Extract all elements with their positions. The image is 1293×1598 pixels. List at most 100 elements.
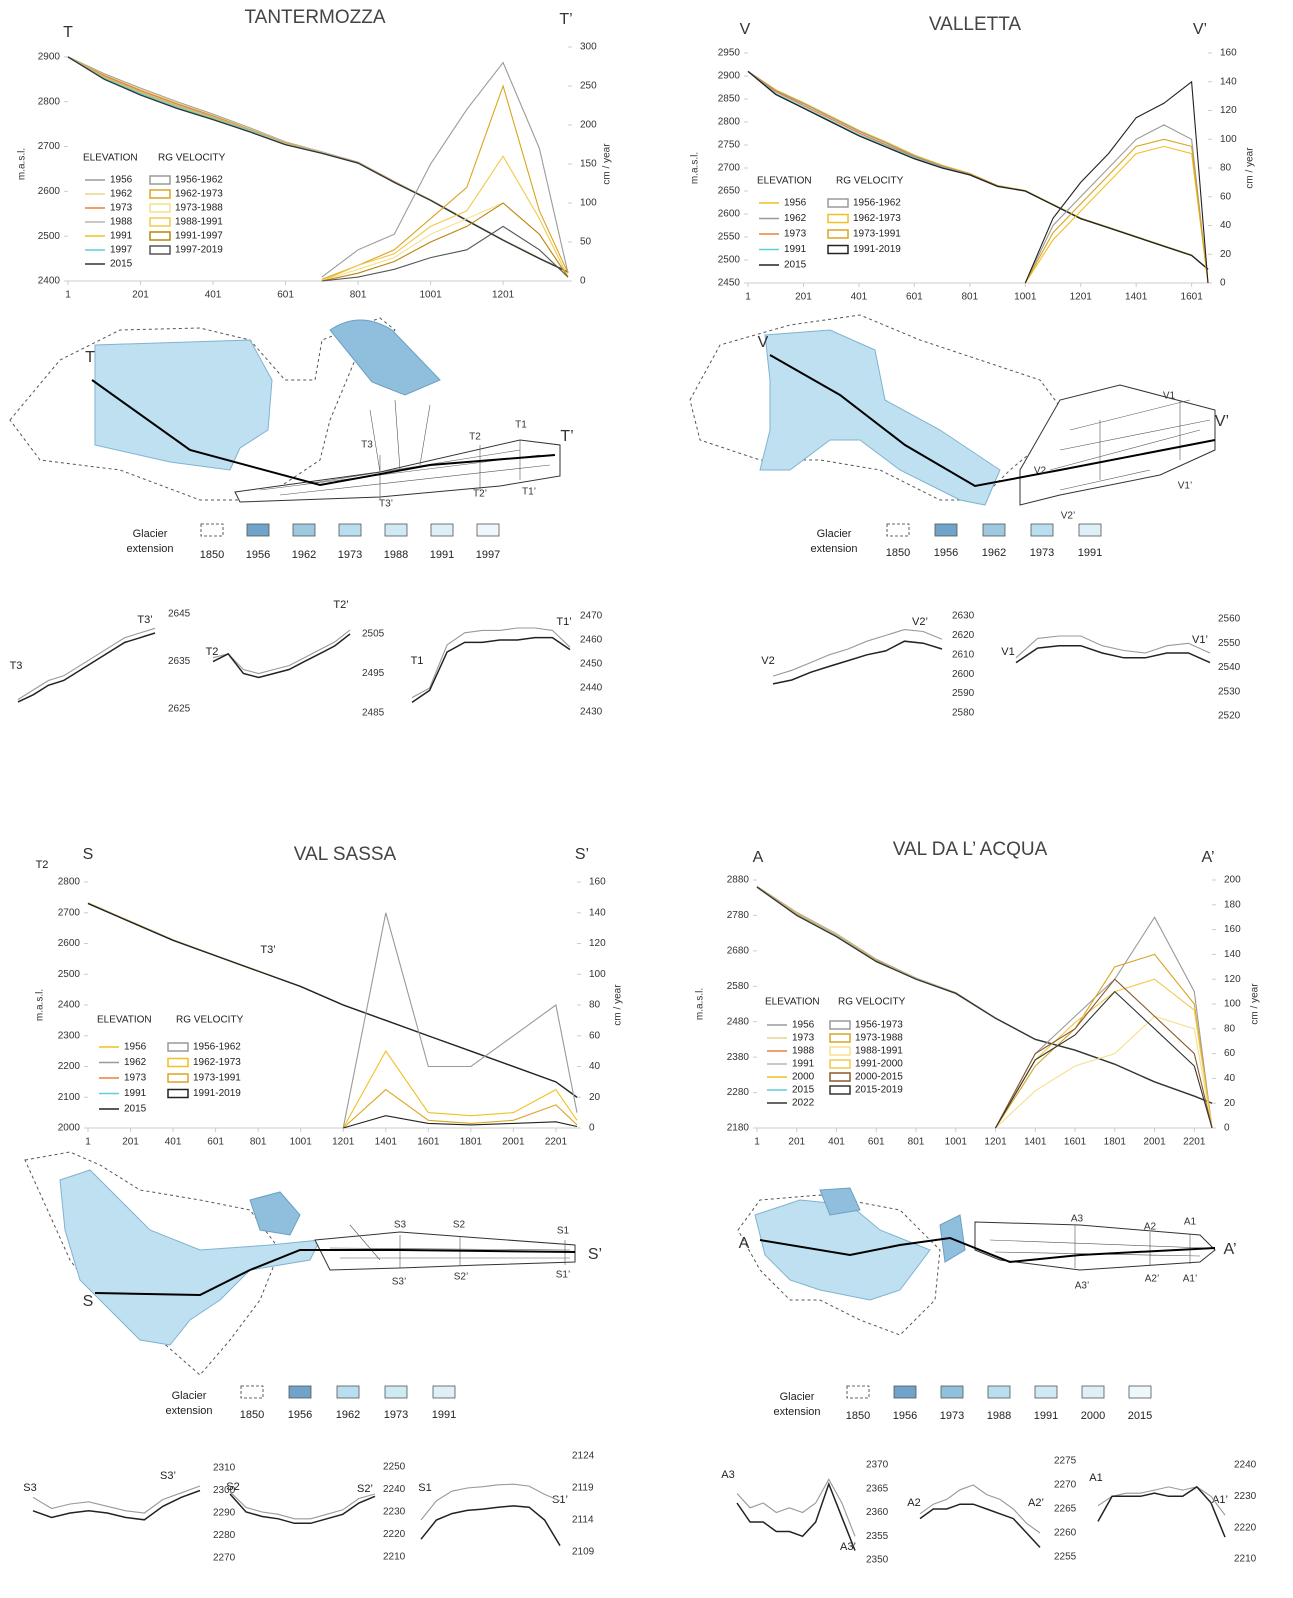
y-tick-label: 2450 [580,659,603,670]
section-end-label: A1’ [1212,1494,1228,1506]
legend-label: 1962-1973 [175,189,223,200]
map-label: T1 [515,420,527,431]
map-label: A’ [1223,1241,1236,1258]
y2-tick-label: 20 [589,1092,601,1103]
y-tick-label: 2950 [718,48,741,59]
velocity-line [343,1116,577,1128]
y-tick-label: 2180 [727,1123,750,1134]
section-start-label: T1 [411,655,424,667]
legend-label: 1956 [110,175,133,186]
y-axis-label: m.a.s.l. [695,988,706,1020]
legend-title: RG VELOCITY [158,153,226,164]
y-tick-label: 2400 [58,1000,81,1011]
x-tick-label: 601 [868,1137,885,1148]
legend-year: 2015 [1128,1410,1152,1422]
x-tick-label: 401 [851,292,868,303]
x-tick-label: 2201 [545,1137,568,1148]
legend-year: 1988 [384,549,408,561]
legend-year: 1850 [886,547,910,559]
legend-swatch [1035,1386,1057,1398]
y-tick-label: 2500 [718,255,741,266]
legend-label: 1973-1988 [175,203,223,214]
legend-label: 1956 [784,198,807,209]
y-tick-label: 2625 [168,704,191,715]
map-val-da-l-acqua [738,1188,1215,1335]
legend-swatch [847,1386,869,1398]
y-tick-label: 2600 [58,938,81,949]
velocity-line [322,203,568,281]
y-tick-label: 2365 [866,1483,889,1494]
legend-swatch [168,1090,188,1098]
y-tick-label: 2610 [952,649,975,660]
y-tick-label: 2210 [1234,1554,1257,1565]
y-tick-label: 2500 [58,969,81,980]
y-tick-label: 2100 [58,1092,81,1103]
legend-label: 2015 [110,259,133,270]
y-tick-label: 2220 [383,1529,406,1540]
elevation-line [757,886,1212,1103]
y-tick-label: 2505 [362,629,385,640]
y2-tick-label: 120 [1224,974,1241,985]
legend-swatch [150,204,170,212]
y2-tick-label: 80 [1220,163,1232,174]
map-label: A1 [1184,1217,1197,1228]
elevation-line [757,887,1212,1103]
legend-label: 1991-1997 [175,231,223,242]
y2-tick-label: 0 [1220,278,1226,289]
legend-swatch [828,230,848,238]
x-tick-label: 1 [65,290,71,301]
x-tick-label: 1201 [492,290,515,301]
y-tick-label: 2114 [572,1515,594,1526]
y-tick-label: 2480 [727,1016,750,1027]
legend-year: 1988 [987,1410,1011,1422]
x-tick-label: 1801 [460,1137,483,1148]
section-start-label: T3 [10,660,23,672]
legend-swatch [241,1386,263,1398]
chart-title: VALLETTA [929,14,1022,35]
y-tick-label: 2460 [580,635,603,646]
legend-title: RG VELOCITY [176,1015,244,1026]
y-tick-label: 2270 [213,1553,236,1564]
y2-tick-label: 140 [589,907,606,918]
y-tick-label: 2540 [1218,662,1241,673]
legend-year: 1956 [288,1409,312,1421]
legend-swatch [1079,524,1101,536]
map-label: V1’ [1178,481,1192,492]
y2-tick-label: 120 [1220,105,1237,116]
map-label: T [85,349,95,366]
y2-tick-label: 0 [580,276,586,287]
map-label: S3’ [392,1277,406,1288]
legend-label: 1956-1962 [193,1042,241,1053]
legend-year: 1962 [336,1409,360,1421]
legend-label: 1991-2019 [193,1088,241,1099]
y-tick-label: 2530 [1218,686,1241,697]
legend-title-box: Glacier extension [159,1389,219,1423]
y-tick-label: 2355 [866,1531,889,1542]
y2-tick-label: 160 [589,877,606,888]
legend-title: Glacier extension [120,527,180,557]
y-tick-label: 2620 [952,630,975,641]
velocity-line [1025,82,1208,283]
velocity-line [1025,139,1208,283]
y-tick-label: 2400 [38,276,61,287]
x-tick-label: 201 [132,290,149,301]
y-tick-label: 2880 [727,875,750,886]
profile-line [737,1479,855,1536]
x-tick-label: 1001 [945,1137,968,1148]
legend-label: 1991 [784,244,807,255]
legend-label: 1973 [784,229,807,240]
legend-swatch [289,1386,311,1398]
map-label: S2 [453,1220,466,1231]
map-label: T1’ [522,487,536,498]
map-label: T3’ [379,499,393,510]
legend-label: 2015-2019 [855,1085,903,1096]
legend-title: ELEVATION [765,997,820,1008]
y-tick-label: 2370 [866,1460,889,1471]
y-tick-label: 2000 [58,1123,81,1134]
legend-label: 1962 [784,213,807,224]
legend-swatch [988,1386,1010,1398]
map-label: T2 [469,432,481,443]
y-tick-label: 2520 [1218,711,1241,722]
x-tick-label: 1601 [417,1137,440,1148]
y-tick-label: 2265 [1054,1504,1077,1515]
